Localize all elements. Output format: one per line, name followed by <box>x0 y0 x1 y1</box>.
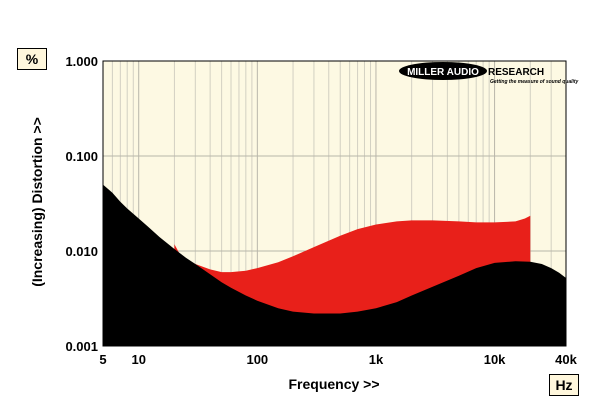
brand-tagline: Getting the measure of sound quality <box>490 79 579 85</box>
tick-labels: 5 10 100 1k 10k 40k 0.001 0.010 0.100 1.000 <box>65 54 577 367</box>
x-unit-label: Hz <box>549 374 579 396</box>
y-tick-label: 0.100 <box>65 149 98 164</box>
x-tick-label: 100 <box>246 352 268 367</box>
y-unit-label: % <box>17 48 47 70</box>
series-areas <box>103 184 566 346</box>
y-tick-label: 1.000 <box>65 54 98 69</box>
x-tick-label: 40k <box>555 352 577 367</box>
brand-logo-badge <box>399 62 487 80</box>
y-axis-label: (Increasing) Distortion >> <box>29 117 45 287</box>
brand-logo: MILLER AUDIO RESEARCH Getting the measur… <box>399 62 579 85</box>
brand-name-left: MILLER AUDIO <box>407 67 479 78</box>
y-tick-label: 0.010 <box>65 244 98 259</box>
x-tick-label: 5 <box>99 352 106 367</box>
y-tick-label: 0.001 <box>65 339 98 354</box>
x-tick-label: 10 <box>131 352 145 367</box>
x-tick-label: 10k <box>484 352 506 367</box>
x-tick-label: 1k <box>369 352 384 367</box>
brand-name-right: RESEARCH <box>488 67 544 78</box>
plot-frame <box>102 60 567 347</box>
black-distortion-area <box>103 184 566 346</box>
x-axis-label: Frequency >> <box>288 376 380 392</box>
